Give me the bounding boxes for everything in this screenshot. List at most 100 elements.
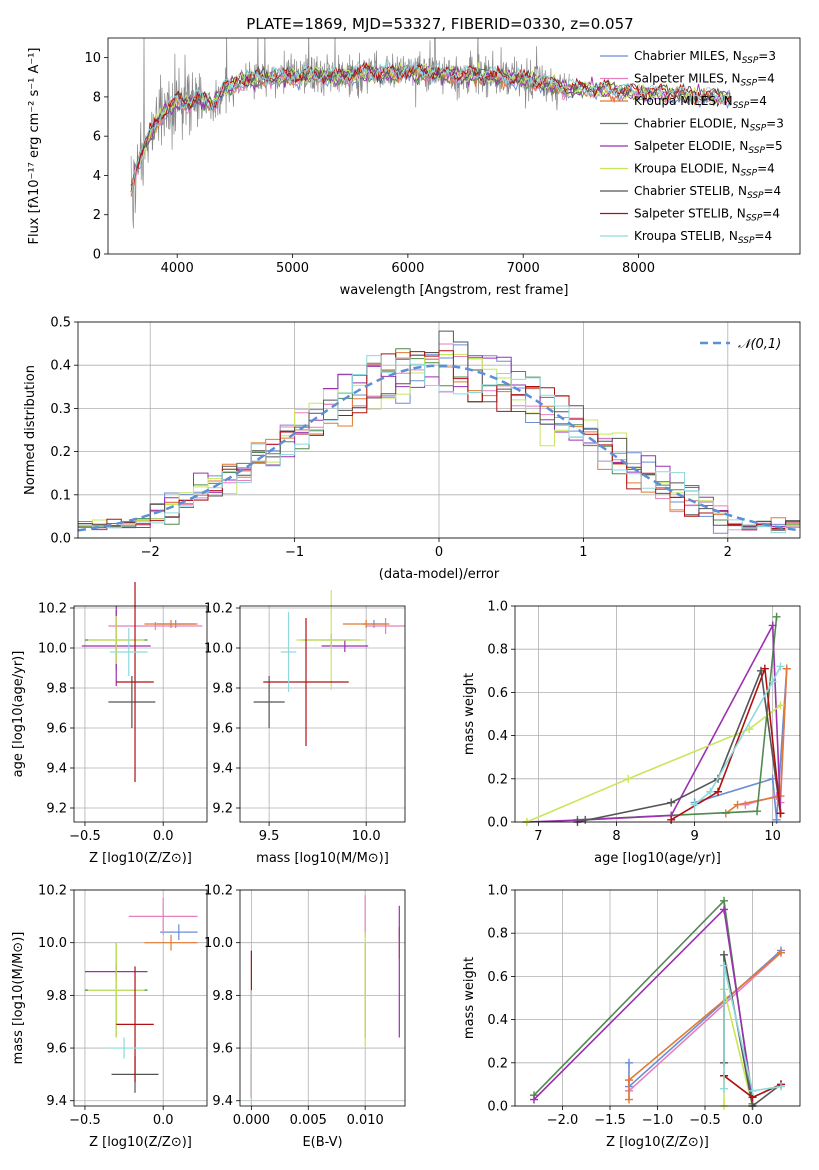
histogram-plot xyxy=(78,330,800,534)
legend-entry: Salpeter STELIB, NSSP=4 xyxy=(634,207,780,224)
weight-marker xyxy=(624,774,633,783)
y-tick-label: 4 xyxy=(93,169,101,184)
y-tick-label: 1.0 xyxy=(487,884,508,899)
weight-marker xyxy=(782,664,791,673)
y-tick-label: 0.3 xyxy=(50,402,71,417)
y-tick-label: 0.4 xyxy=(487,1013,508,1028)
y-tick-label: 0.8 xyxy=(487,643,508,658)
x-tick-label: −1 xyxy=(285,545,304,560)
errorbar-panel: 9.5 10.0 9.2 9.4 9.6 9.8 10.0 10.2 mass [log10(M… xyxy=(204,590,406,866)
weight-marker xyxy=(625,1095,633,1104)
y-tick-label: 9.8 xyxy=(46,682,67,697)
x-tick-label: −1.0 xyxy=(642,1113,674,1128)
x-tick-label: −2 xyxy=(141,545,160,560)
axes-frame xyxy=(514,605,801,823)
y-tick-label: 8 xyxy=(93,90,101,105)
y-tick-label: 0.0 xyxy=(50,532,71,547)
y-tick-label: 0.6 xyxy=(487,686,508,701)
x-axis-label: Z [log10(Z/Z⊙)] xyxy=(89,851,192,866)
model-chabrier-miles xyxy=(130,66,731,195)
x-tick-label: −0.5 xyxy=(689,1113,721,1128)
legend-entry: Kroupa ELODIE, NSSP=4 xyxy=(634,162,775,179)
weight-marker xyxy=(720,950,728,959)
y-tick-label: 0.4 xyxy=(50,359,71,374)
weight-marker xyxy=(625,1058,633,1067)
x-axis-label: Z [log10(Z/Z⊙)] xyxy=(89,1135,192,1150)
weight-marker xyxy=(776,662,785,671)
weight-marker xyxy=(690,800,699,809)
weight-marker xyxy=(720,1084,728,1093)
y-tick-label: 9.8 xyxy=(212,989,233,1004)
model-chabrier-stelib xyxy=(130,62,731,188)
x-tick-label: 10.0 xyxy=(352,829,381,844)
y-tick-label: 9.6 xyxy=(46,722,67,737)
weight-marker xyxy=(667,798,676,807)
y-axis-label: Flux [fλ10⁻¹⁷ erg cm⁻² s⁻¹ A⁻¹] xyxy=(27,48,42,245)
x-tick-label: 7 xyxy=(534,829,542,844)
weight-marker xyxy=(667,815,676,824)
y-tick-label: 10.2 xyxy=(204,884,233,899)
y-tick-label: 0.2 xyxy=(50,445,71,460)
axes-frame xyxy=(73,889,208,1107)
y-tick-label: 0.0 xyxy=(487,816,508,831)
y-axis-label: mass weight xyxy=(462,957,477,1039)
spectrum-plot xyxy=(130,38,731,229)
weight-line-kroupa-stelib xyxy=(723,965,782,1092)
x-axis-label: age [log10(age/yr)] xyxy=(594,851,721,866)
x-tick-label: 7000 xyxy=(507,261,540,276)
weight-marker xyxy=(760,664,769,673)
weight-marker xyxy=(714,787,723,796)
x-tick-label: 6000 xyxy=(391,261,424,276)
y-tick-label: 0 xyxy=(93,248,101,263)
x-tick-label: 5000 xyxy=(276,261,309,276)
weight-marker xyxy=(753,807,762,816)
y-tick-label: 10 xyxy=(84,51,101,66)
x-tick-label: 9.5 xyxy=(259,829,280,844)
weight-marker xyxy=(625,1076,633,1085)
histogram-chabrier-elodie xyxy=(78,348,800,530)
y-tick-label: 10.0 xyxy=(204,642,233,657)
legend-entry: Chabrier MILES, NSSP=3 xyxy=(634,49,776,66)
y-tick-label: 10.2 xyxy=(38,884,67,899)
weight-marker xyxy=(772,815,781,824)
weight-line-salpeter-elodie xyxy=(526,622,782,823)
model-kroupa-stelib xyxy=(130,60,731,195)
axes-frame xyxy=(77,321,801,539)
legend-entry: Chabrier ELODIE, NSSP=3 xyxy=(634,117,784,134)
y-tick-label: 1.0 xyxy=(487,600,508,615)
spectrum-legend: Chabrier MILES, NSSP=3 Salpeter MILES, NS… xyxy=(600,49,784,246)
y-tick-label: 0.2 xyxy=(487,1056,508,1071)
legend-entry: Salpeter MILES, NSSP=4 xyxy=(634,72,775,89)
histogram-legend: 𝒩(0,1) xyxy=(700,337,781,352)
weight-marker xyxy=(530,1095,538,1104)
x-tick-label: 8 xyxy=(612,829,620,844)
errorbar-panel: −0.5 0.0 9.2 9.4 9.6 9.8 10.0 10.2 Z [log10(Z/Z⊙… xyxy=(11,582,208,866)
y-tick-label: 9.6 xyxy=(212,722,233,737)
y-tick-label: 9.2 xyxy=(46,802,67,817)
x-axis-label: E(B-V) xyxy=(302,1135,342,1150)
weight-marker xyxy=(777,1082,785,1091)
y-tick-label: 0.0 xyxy=(487,1100,508,1115)
y-tick-label: 9.4 xyxy=(212,762,233,777)
observed-spectrum xyxy=(130,38,570,229)
weight-marker xyxy=(777,948,785,957)
weight-marker xyxy=(768,621,777,630)
x-tick-label: 1 xyxy=(579,545,587,560)
x-tick-label: 8000 xyxy=(622,261,655,276)
weight-marker xyxy=(733,800,742,809)
x-tick-label: 0 xyxy=(435,545,443,560)
y-axis-label: Normed distribution xyxy=(23,365,38,495)
normal-curve xyxy=(78,364,800,532)
y-tick-label: 0.2 xyxy=(487,772,508,787)
y-tick-label: 9.2 xyxy=(212,802,233,817)
weight-marker xyxy=(748,1086,757,1095)
x-axis-label: Z [log10(Z/Z⊙)] xyxy=(606,1135,709,1150)
y-tick-label: 9.4 xyxy=(212,1094,233,1109)
y-tick-label: 10.2 xyxy=(38,602,67,617)
weight-marker xyxy=(772,612,781,621)
x-tick-label: −1.5 xyxy=(594,1113,626,1128)
legend-entry: Kroupa MILES, NSSP=4 xyxy=(634,94,767,111)
axes-frame xyxy=(73,605,208,823)
y-tick-label: 9.4 xyxy=(46,762,67,777)
x-tick-label: 2 xyxy=(724,545,732,560)
